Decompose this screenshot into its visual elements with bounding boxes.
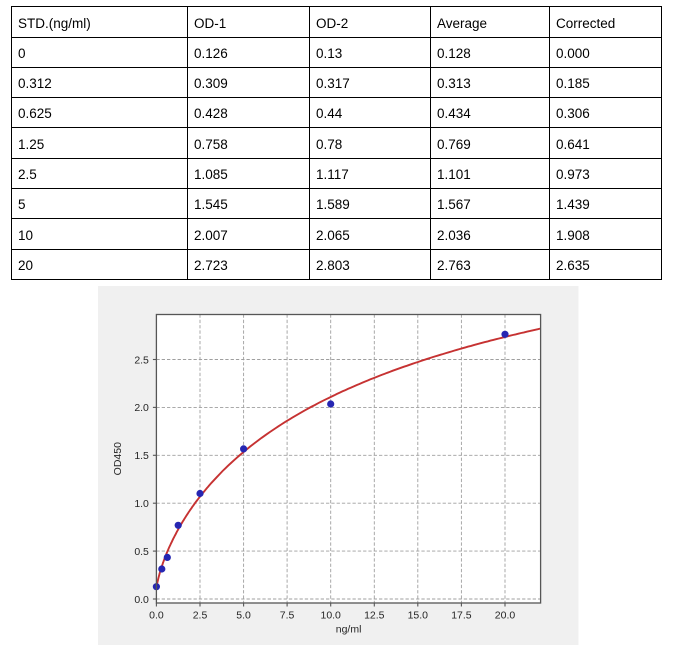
svg-text:2.0: 2.0 xyxy=(134,403,149,414)
svg-text:10.0: 10.0 xyxy=(320,610,341,621)
svg-text:1.0: 1.0 xyxy=(134,499,149,510)
svg-text:2.5: 2.5 xyxy=(193,610,208,621)
svg-text:15.0: 15.0 xyxy=(408,610,429,621)
svg-text:ng/ml: ng/ml xyxy=(336,624,362,635)
svg-text:17.5: 17.5 xyxy=(451,610,472,621)
svg-text:20.0: 20.0 xyxy=(495,610,516,621)
svg-text:7.5: 7.5 xyxy=(280,610,295,621)
svg-text:0.0: 0.0 xyxy=(149,610,164,621)
svg-text:0.5: 0.5 xyxy=(134,547,149,558)
svg-text:0.0: 0.0 xyxy=(134,595,149,606)
svg-text:OD450: OD450 xyxy=(113,442,124,475)
svg-text:12.5: 12.5 xyxy=(364,610,385,621)
svg-text:1.5: 1.5 xyxy=(134,451,149,462)
svg-text:5.0: 5.0 xyxy=(236,610,251,621)
svg-text:2.5: 2.5 xyxy=(134,355,149,366)
